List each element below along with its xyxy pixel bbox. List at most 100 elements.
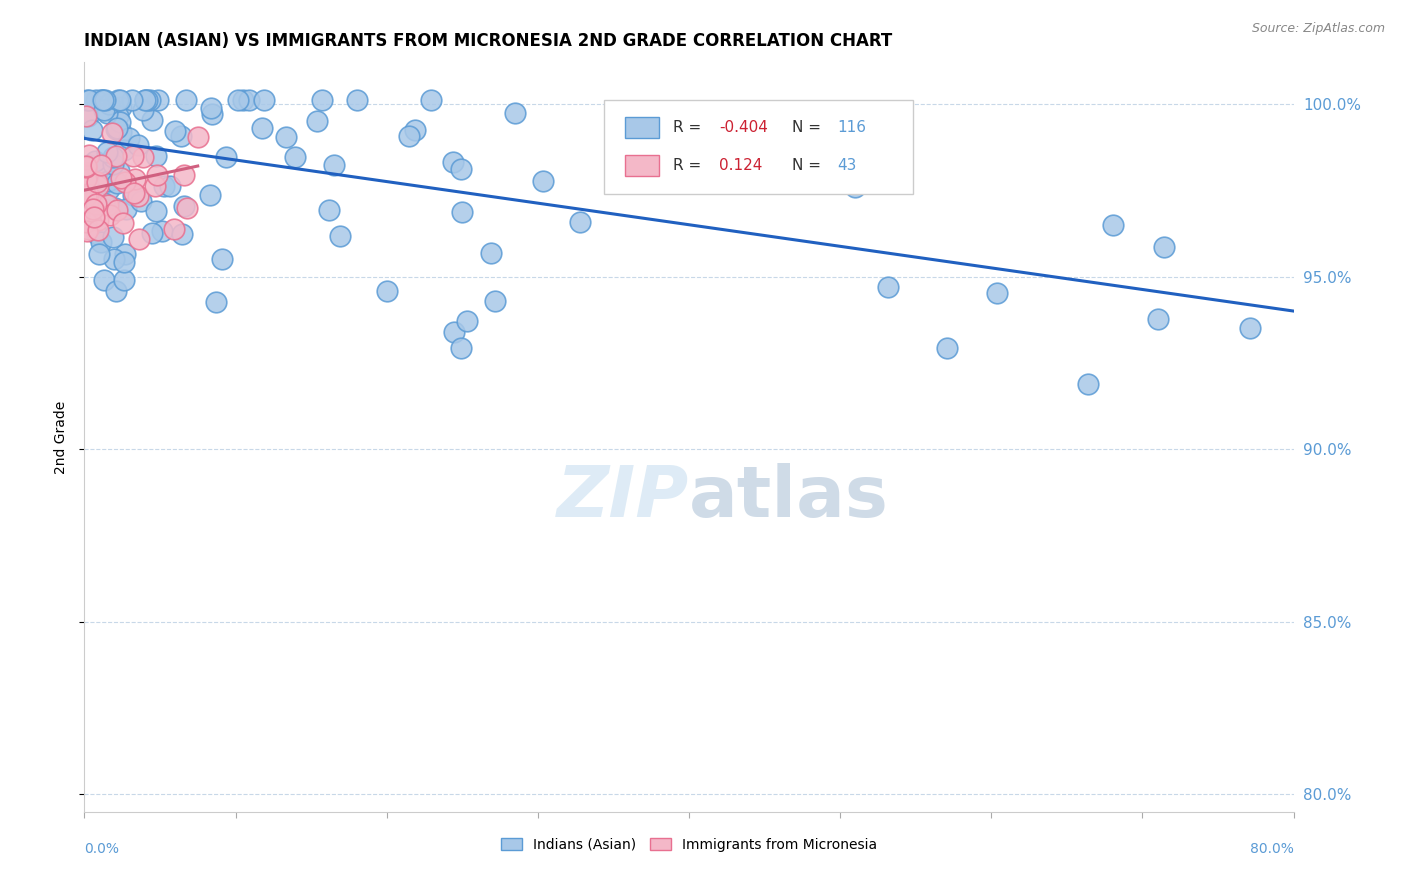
Point bbox=[76, 224, 98, 238]
Point bbox=[250, 120, 273, 135]
Point bbox=[76, 205, 98, 219]
Point bbox=[77, 158, 100, 172]
Point bbox=[76, 187, 98, 202]
Point bbox=[145, 168, 167, 182]
Point bbox=[121, 94, 143, 108]
Point bbox=[96, 106, 118, 120]
Point bbox=[215, 150, 238, 164]
Point bbox=[986, 285, 1008, 300]
Point bbox=[105, 285, 128, 299]
Point bbox=[82, 202, 104, 216]
Point bbox=[145, 204, 167, 219]
Legend: Indians (Asian), Immigrants from Micronesia: Indians (Asian), Immigrants from Microne… bbox=[495, 832, 883, 857]
Point bbox=[93, 273, 115, 287]
Point bbox=[232, 94, 254, 108]
Point bbox=[165, 123, 187, 137]
Point bbox=[211, 252, 233, 266]
Point bbox=[204, 295, 226, 310]
Point bbox=[87, 247, 110, 261]
Point bbox=[173, 168, 195, 182]
Text: 0.124: 0.124 bbox=[720, 158, 762, 172]
FancyBboxPatch shape bbox=[624, 154, 659, 176]
Point bbox=[398, 129, 420, 144]
Point bbox=[107, 94, 129, 108]
Text: N =: N = bbox=[792, 158, 825, 172]
Point bbox=[375, 284, 398, 298]
Point bbox=[163, 222, 186, 236]
Point bbox=[93, 196, 115, 211]
Point bbox=[75, 172, 97, 186]
Point bbox=[75, 166, 97, 180]
Point bbox=[84, 197, 107, 211]
Point bbox=[112, 143, 135, 157]
Point bbox=[101, 150, 124, 164]
Point bbox=[443, 325, 465, 339]
Point bbox=[132, 150, 155, 164]
Point bbox=[111, 216, 134, 230]
Point bbox=[138, 94, 160, 108]
Point bbox=[100, 126, 122, 140]
Point bbox=[87, 213, 110, 227]
Point bbox=[90, 235, 112, 250]
Point bbox=[1147, 312, 1170, 326]
Point bbox=[86, 94, 108, 108]
Point bbox=[76, 222, 98, 236]
Point bbox=[115, 202, 138, 216]
Point bbox=[93, 103, 115, 117]
Point bbox=[174, 94, 197, 108]
Point bbox=[77, 109, 100, 123]
Point bbox=[127, 189, 149, 203]
Point bbox=[450, 341, 472, 355]
Point bbox=[112, 255, 135, 269]
Text: 116: 116 bbox=[838, 120, 866, 135]
Point bbox=[76, 202, 98, 217]
Point bbox=[1077, 376, 1099, 391]
Point bbox=[98, 157, 121, 171]
Point bbox=[150, 224, 173, 238]
Point bbox=[134, 94, 156, 108]
Point bbox=[128, 231, 150, 245]
Point bbox=[75, 215, 97, 229]
Point bbox=[82, 193, 104, 207]
Point bbox=[1101, 219, 1123, 233]
Point bbox=[253, 94, 276, 108]
Point bbox=[122, 187, 145, 202]
Point bbox=[114, 247, 136, 261]
Point bbox=[531, 174, 554, 188]
Point bbox=[132, 103, 155, 117]
Point bbox=[104, 148, 127, 162]
Point bbox=[103, 157, 125, 171]
Point bbox=[79, 94, 101, 108]
Point bbox=[75, 189, 97, 203]
Point bbox=[91, 94, 114, 108]
Point bbox=[90, 158, 112, 172]
Text: atlas: atlas bbox=[689, 463, 889, 532]
Point bbox=[76, 94, 98, 108]
Point bbox=[136, 94, 159, 108]
Text: 80.0%: 80.0% bbox=[1250, 842, 1294, 856]
Text: N =: N = bbox=[792, 120, 825, 135]
FancyBboxPatch shape bbox=[605, 100, 912, 194]
Point bbox=[503, 106, 526, 120]
Point bbox=[103, 252, 125, 267]
Point bbox=[329, 229, 352, 244]
Point bbox=[198, 188, 221, 202]
Point bbox=[108, 115, 131, 129]
Point bbox=[86, 175, 108, 189]
Point bbox=[484, 294, 506, 309]
Point bbox=[98, 182, 121, 196]
Point bbox=[134, 94, 156, 108]
Point bbox=[105, 122, 128, 136]
Point bbox=[97, 174, 120, 188]
Point bbox=[80, 194, 103, 209]
Point bbox=[97, 197, 120, 211]
Point bbox=[75, 185, 97, 199]
Point bbox=[159, 178, 181, 193]
Point bbox=[75, 109, 97, 123]
Point bbox=[1239, 320, 1261, 334]
Point bbox=[77, 148, 100, 162]
Point bbox=[176, 202, 198, 216]
Point bbox=[568, 215, 591, 229]
Point bbox=[97, 97, 120, 112]
Point bbox=[110, 100, 132, 114]
